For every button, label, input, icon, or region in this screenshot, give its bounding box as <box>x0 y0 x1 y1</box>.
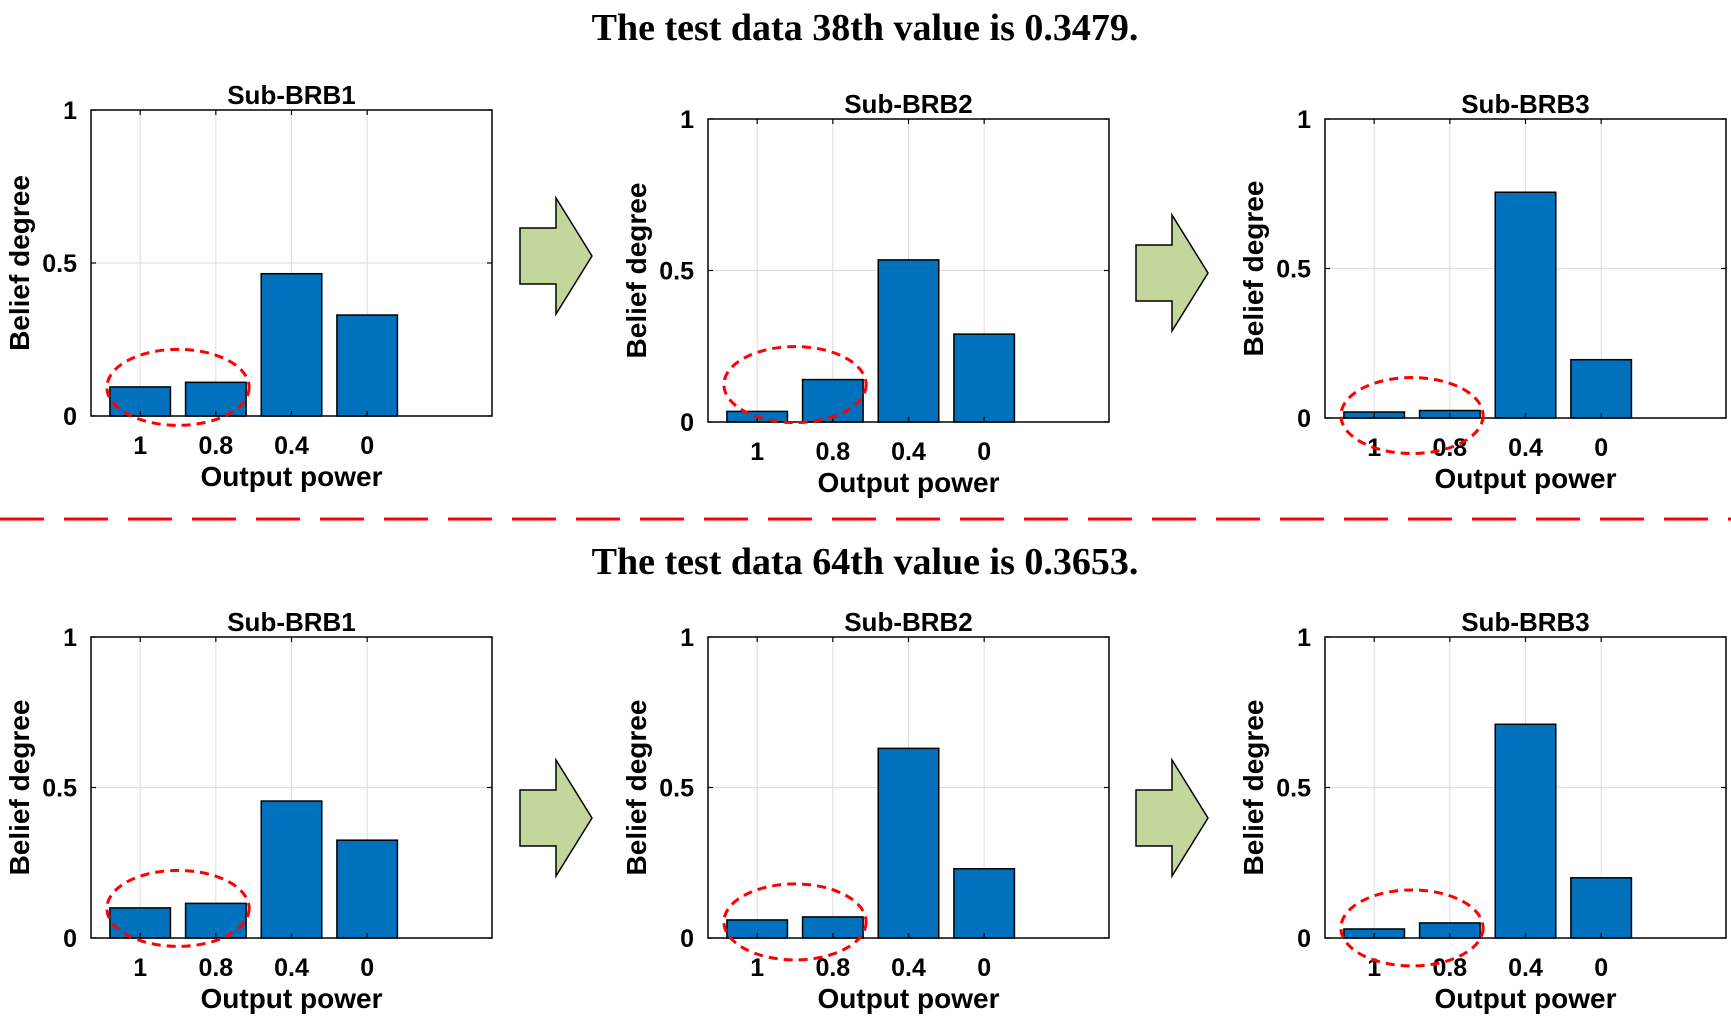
y-tick-label: 1 <box>63 624 77 652</box>
x-tick-label: 0 <box>1594 434 1608 462</box>
arrow-right-icon <box>519 195 593 317</box>
x-tick-label: 0 <box>977 954 991 982</box>
x-tick-label: 0.4 <box>1508 434 1543 462</box>
x-tick-label: 0.4 <box>274 954 309 982</box>
y-axis-label: Belief degree <box>1238 700 1269 876</box>
bar-0.4 <box>260 800 323 939</box>
highlight-ellipse <box>1339 376 1485 456</box>
bar-0.8 <box>184 381 247 417</box>
chart-title: Sub-BRB1 <box>227 607 356 637</box>
y-tick-label: 1 <box>1297 624 1311 652</box>
flow-arrow-row2-b <box>1135 757 1209 879</box>
y-tick-label: 0.5 <box>42 775 77 803</box>
bar-0 <box>1570 358 1633 419</box>
bar-0.4 <box>260 272 323 417</box>
bar-0.4 <box>1494 723 1557 939</box>
x-tick-label: 0 <box>360 954 374 982</box>
bar-0.4 <box>877 747 940 939</box>
x-tick-label: 0.8 <box>198 432 233 460</box>
x-axis-label: Output power <box>201 983 383 1014</box>
y-tick-label: 0.5 <box>659 775 694 803</box>
y-tick-label: 0.5 <box>42 250 77 278</box>
x-axis-label: Output power <box>818 467 1000 498</box>
chart-title: Sub-BRB2 <box>844 89 973 119</box>
x-tick-label: 1 <box>133 954 147 982</box>
row-1-heading: The test data 38th value is 0.3479. <box>592 7 1139 49</box>
x-tick-label: 0.8 <box>1432 954 1467 982</box>
arrow-right-icon <box>519 757 593 879</box>
x-axis-label: Output power <box>1435 463 1617 494</box>
bar-0 <box>336 314 399 417</box>
x-axis-label: Output power <box>818 983 1000 1014</box>
x-tick-label: 0 <box>977 438 991 466</box>
flow-arrow-row2-a <box>519 757 593 879</box>
bar-0.4 <box>877 259 940 423</box>
chart-title: Sub-BRB3 <box>1461 89 1590 119</box>
y-tick-label: 0 <box>1297 925 1311 953</box>
x-tick-label: 0.4 <box>274 432 309 460</box>
bar-0 <box>953 333 1016 423</box>
bar-0.4 <box>1494 191 1557 419</box>
y-axis-label: Belief degree <box>4 700 35 876</box>
bar-0 <box>1570 877 1633 939</box>
y-tick-label: 0.5 <box>1276 775 1311 803</box>
row-2-heading: The test data 64th value is 0.3653. <box>592 541 1139 583</box>
x-axis-label: Output power <box>1435 983 1617 1014</box>
x-tick-label: 0.8 <box>815 438 850 466</box>
chart-title: Sub-BRB3 <box>1461 607 1590 637</box>
x-tick-label: 0.4 <box>1508 954 1543 982</box>
x-tick-label: 1 <box>750 438 764 466</box>
bar-0 <box>953 868 1016 939</box>
y-axis-label: Belief degree <box>621 183 652 359</box>
y-tick-label: 0.5 <box>1276 256 1311 284</box>
x-tick-label: 0.4 <box>891 954 926 982</box>
flow-arrow-row1-b <box>1135 212 1209 334</box>
highlight-ellipse <box>105 347 251 427</box>
y-tick-label: 1 <box>680 106 694 134</box>
arrow-right-icon <box>1135 212 1209 334</box>
y-tick-label: 0 <box>680 409 694 437</box>
x-tick-label: 1 <box>133 432 147 460</box>
subplot-row2-brb1: 1 0.8 0.4 0 0 0.5 1 Sub-BRB1 Output power Belief … <box>4 607 493 1014</box>
x-tick-label: 0 <box>360 432 374 460</box>
y-axis-label: Belief degree <box>4 175 35 351</box>
y-tick-label: 0 <box>63 925 77 953</box>
y-axis-label: Belief degree <box>1238 181 1269 357</box>
chart-title: Sub-BRB1 <box>227 80 356 110</box>
x-axis-label: Output power <box>201 461 383 492</box>
y-tick-label: 0 <box>680 925 694 953</box>
chart-title: Sub-BRB2 <box>844 607 973 637</box>
bar-0.8 <box>184 902 247 939</box>
y-tick-label: 1 <box>680 624 694 652</box>
x-tick-label: 1 <box>750 954 764 982</box>
subplot-row1-brb2: 1 0.8 0.4 0 0 0.5 1 Sub-BRB2 Output power Belief … <box>621 89 1110 498</box>
x-tick-label: 0.8 <box>198 954 233 982</box>
x-tick-label: 1 <box>1367 954 1381 982</box>
y-tick-label: 0 <box>63 403 77 431</box>
y-tick-label: 1 <box>63 97 77 125</box>
highlight-ellipse <box>105 868 251 948</box>
highlight-ellipse <box>1339 888 1485 968</box>
bar-0 <box>336 839 399 939</box>
x-tick-label: 0 <box>1594 954 1608 982</box>
highlight-ellipse <box>722 345 868 425</box>
bar-0.8 <box>801 378 864 423</box>
subplot-row2-brb3: 1 0.8 0.4 0 0 0.5 1 Sub-BRB3 Output power Belief … <box>1238 607 1727 1014</box>
flow-arrow-row1-a <box>519 195 593 317</box>
y-tick-label: 1 <box>1297 106 1311 134</box>
highlight-ellipse <box>722 882 868 962</box>
y-tick-label: 0 <box>1297 405 1311 433</box>
y-tick-label: 0.5 <box>659 258 694 286</box>
y-axis-label: Belief degree <box>621 700 652 876</box>
subplot-row1-brb1: 1 0.8 0.4 0 0 0.5 1 Sub-BRB1 Output power Belief … <box>4 80 493 492</box>
arrow-right-icon <box>1135 757 1209 879</box>
x-tick-label: 0.4 <box>891 438 926 466</box>
bar-1 <box>109 907 172 939</box>
